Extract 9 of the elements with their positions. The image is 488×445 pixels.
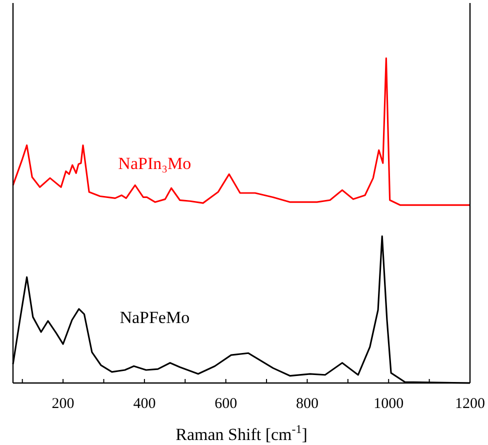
series-label: NaPFeMo	[120, 308, 190, 327]
series-label: NaPIn₃Mo	[118, 154, 192, 174]
x-tick-label: 1000	[374, 396, 404, 412]
x-tick-label: 1200	[455, 396, 485, 412]
x-tick-label: 200	[52, 396, 74, 412]
x-axis-title: Raman Shift [cm$^{-1}$]	[176, 422, 308, 444]
x-tick-label: 600	[214, 396, 238, 412]
x-tick-label: 800	[296, 396, 318, 412]
x-tick-label: 400	[133, 396, 156, 412]
